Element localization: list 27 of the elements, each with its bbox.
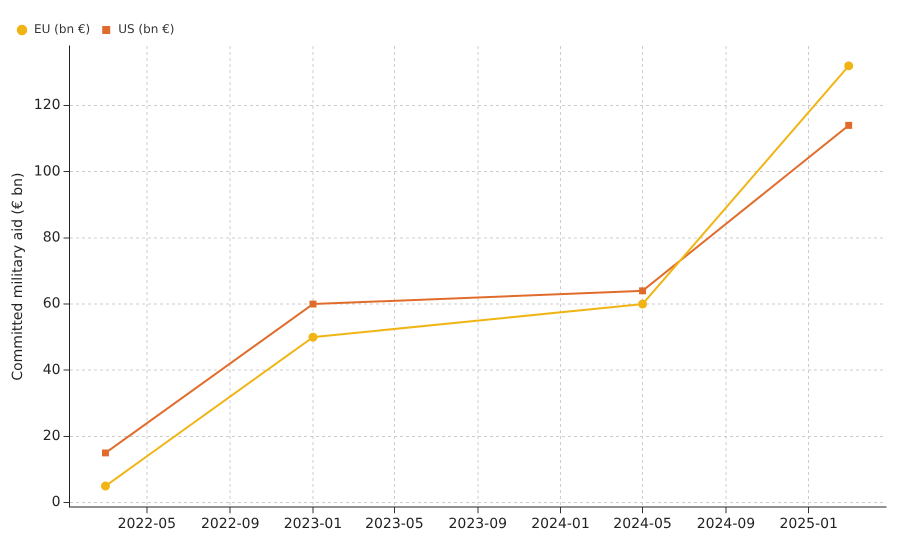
x-tick-label: 2024-05	[613, 516, 672, 532]
x-tick-label: 2024-09	[696, 516, 756, 532]
y-tick-label: 40	[42, 362, 61, 378]
y-axis-title: Committed military aid (€ bn)	[10, 172, 26, 381]
legend-label: US (bn €)	[118, 22, 174, 36]
x-tick-label: 2025-01	[779, 516, 838, 532]
x-tick-label: 2024-01	[531, 516, 590, 532]
y-tick-label: 0	[52, 494, 61, 510]
y-tick-label: 100	[34, 163, 61, 180]
legend-label: EU (bn €)	[34, 22, 90, 36]
point	[310, 300, 316, 308]
y-tick-label: 60	[42, 296, 61, 312]
x-tick-label: 2023-05	[365, 516, 424, 532]
x-tick-label: 2023-01	[284, 516, 342, 532]
x-tick-label: 2023-09	[448, 516, 508, 532]
x-tick-label: 2022-05	[118, 516, 176, 532]
point	[845, 122, 852, 129]
y-tick-label: 80	[42, 230, 61, 246]
point	[639, 287, 646, 294]
point	[100, 482, 110, 491]
point	[102, 449, 109, 456]
x-tick-label: 2022-09	[200, 516, 260, 532]
point	[638, 300, 648, 309]
y-tick-label: 20	[42, 428, 61, 444]
y-tick-label: 120	[34, 97, 61, 114]
point	[308, 332, 318, 342]
point	[844, 61, 854, 70]
